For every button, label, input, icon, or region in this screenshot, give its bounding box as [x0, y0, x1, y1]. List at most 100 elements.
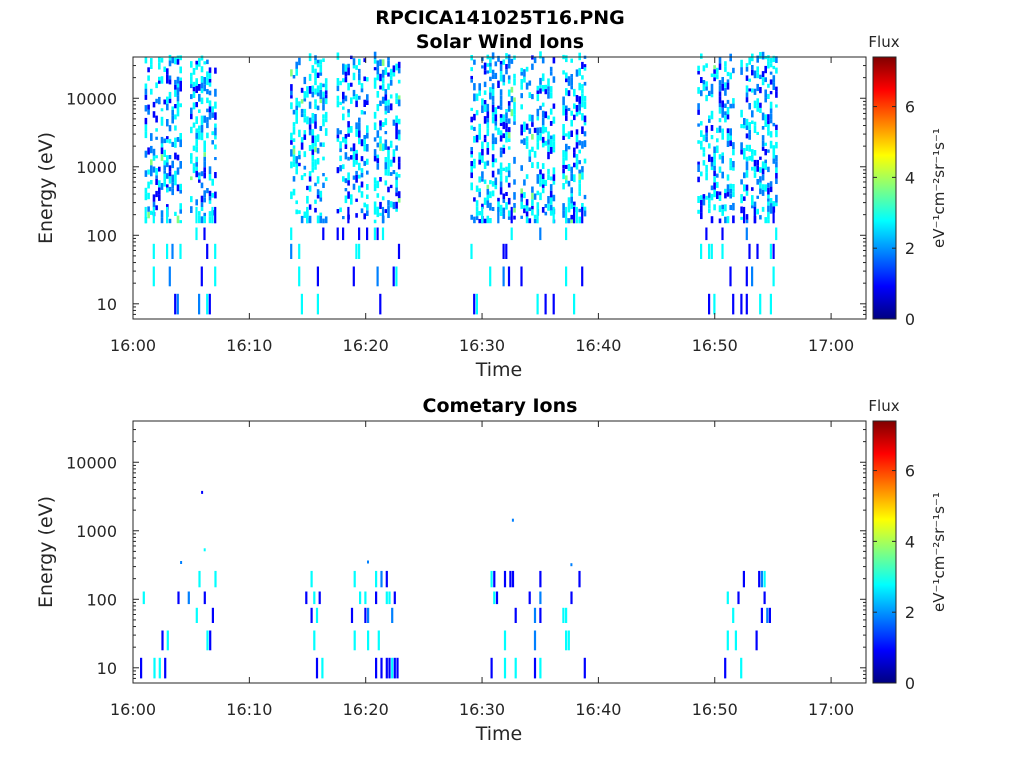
- spectrogram-cell: [729, 140, 732, 147]
- spectrogram-cell: [481, 178, 484, 182]
- spectrogram-cell: [549, 176, 553, 181]
- spectrogram-cell: [483, 104, 487, 112]
- spectrogram-cell: [192, 163, 196, 167]
- spectrogram-cell: [311, 167, 315, 173]
- spectrogram-cell: [772, 82, 776, 90]
- spectrogram-cell: [761, 168, 765, 175]
- spectrogram-cell: [510, 109, 514, 117]
- spectrogram-cell: [166, 184, 169, 188]
- spectrogram-cell: [350, 607, 354, 623]
- spectrogram-cell: [552, 174, 556, 181]
- spectrogram-cell: [174, 142, 177, 148]
- spectrogram-cell: [190, 107, 193, 114]
- spectrogram-cell: [366, 77, 369, 82]
- colorbar-gradient: [872, 56, 897, 320]
- spectrogram-cell: [581, 266, 584, 287]
- spectrogram-cell: [336, 227, 339, 241]
- spectrogram-cell: [314, 114, 317, 122]
- spectrogram-cell: [726, 184, 730, 193]
- spectrogram-cell: [311, 119, 315, 124]
- spectrogram-cell: [531, 122, 534, 127]
- spectrogram-cell: [360, 208, 364, 214]
- spectrogram-cell: [502, 144, 506, 148]
- spectrogram-cell: [376, 163, 380, 170]
- spectrogram-cell: [347, 109, 350, 113]
- spectrogram-cell: [166, 103, 169, 111]
- spectrogram-cell: [336, 134, 340, 139]
- spectrogram-cell: [290, 140, 293, 145]
- spectrogram-cell: [200, 182, 204, 189]
- spectrogram-cell: [395, 98, 398, 104]
- spectrogram-cell: [290, 161, 293, 169]
- spectrogram-cell: [203, 156, 206, 162]
- spectrogram-cell: [499, 117, 503, 123]
- spectrogram-cell: [531, 114, 534, 123]
- spectrogram-cell: [769, 71, 773, 75]
- spectrogram-cell: [163, 138, 166, 144]
- spectrogram-cell: [710, 94, 714, 98]
- spectrogram-cell: [214, 135, 217, 140]
- spectrogram-cell: [363, 58, 366, 63]
- spectrogram-cell: [195, 199, 198, 206]
- spectrogram-cell: [570, 196, 573, 204]
- spectrogram-cell: [195, 170, 198, 178]
- spectrogram-cell: [740, 194, 743, 198]
- spectrogram-cell: [761, 206, 765, 212]
- spectrogram-cell: [761, 51, 765, 60]
- spectrogram-cell: [721, 77, 724, 84]
- spectrogram-cell: [547, 115, 550, 120]
- spectrogram-cell: [295, 163, 298, 169]
- spectrogram-cell: [575, 111, 579, 117]
- spectrogram-cell: [497, 127, 500, 135]
- spectrogram-cell: [499, 162, 503, 170]
- spectrogram-cell: [364, 591, 367, 605]
- spectrogram-cell: [166, 630, 169, 651]
- spectrogram-cell: [208, 200, 212, 204]
- spectrogram-cell: [505, 69, 508, 75]
- spectrogram-cell: [552, 167, 556, 175]
- spectrogram-cell: [721, 209, 724, 216]
- spectrogram-cell: [772, 266, 775, 287]
- spectrogram-cell: [581, 113, 584, 121]
- spectrogram-cell: [745, 144, 749, 151]
- spectrogram-cell: [497, 197, 500, 202]
- spectrogram-cell: [697, 196, 700, 203]
- spectrogram-cell: [713, 293, 716, 315]
- spectrogram-cell: [316, 195, 320, 199]
- spectrogram-cell: [473, 197, 476, 202]
- spectrogram-cell: [541, 57, 545, 64]
- spectrogram-cell: [513, 97, 516, 102]
- spectrogram-cell: [483, 179, 487, 184]
- spectrogram-cell: [355, 170, 358, 175]
- spectrogram-cell: [347, 63, 350, 68]
- spectrogram-cell: [384, 105, 388, 111]
- spectrogram-cell: [303, 98, 307, 102]
- spectrogram-cell: [395, 176, 398, 180]
- spectrogram-cell: [200, 120, 204, 125]
- spectrogram-cell: [732, 149, 735, 156]
- spectrogram-cell: [718, 96, 722, 104]
- spectrogram-cell: [565, 607, 568, 623]
- spectrogram-cell: [775, 130, 778, 138]
- spectrogram-cell: [481, 148, 484, 156]
- spectrogram-cell: [497, 201, 500, 209]
- spectrogram-cell: [290, 243, 293, 259]
- spectrogram-cell: [195, 64, 198, 70]
- spectrogram-cell: [756, 66, 759, 73]
- spectrogram-cell: [775, 91, 778, 98]
- spectrogram-cell: [491, 207, 495, 211]
- spectrogram-cell: [300, 113, 304, 118]
- spectrogram-cell: [721, 132, 724, 140]
- spectrogram-cell: [751, 149, 754, 155]
- spectrogram-cell: [342, 136, 345, 143]
- spectrogram-cell: [565, 630, 568, 651]
- spectrogram-cell: [195, 138, 198, 147]
- spectrogram-cell: [721, 128, 724, 133]
- spectrogram-cell: [150, 171, 153, 177]
- spectrogram-cell: [387, 60, 390, 68]
- spectrogram-cell: [767, 131, 770, 136]
- spectrogram-cell: [732, 161, 735, 168]
- spectrogram-cell: [192, 87, 196, 92]
- spectrogram-cell: [539, 169, 542, 175]
